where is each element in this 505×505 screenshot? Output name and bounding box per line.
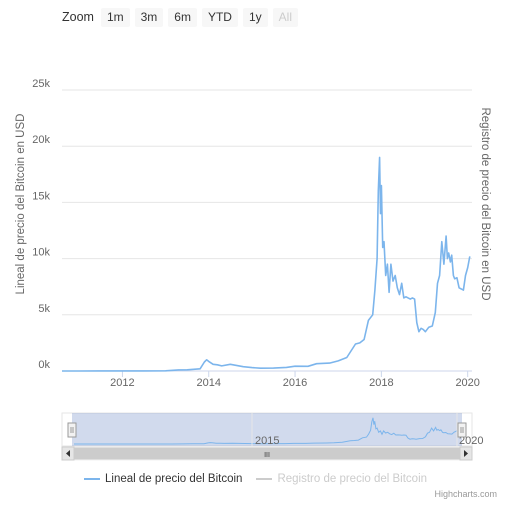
x-tick-label: 2014 bbox=[196, 377, 220, 389]
credits-link[interactable]: Highcharts.com bbox=[434, 489, 497, 499]
left-arrow-icon bbox=[66, 450, 70, 457]
scrollbar-grip: III bbox=[264, 452, 270, 459]
zoom-3m-button[interactable]: 3m bbox=[134, 7, 164, 27]
scrollbar[interactable]: III bbox=[61, 446, 473, 461]
zoom-6m-button[interactable]: 6m bbox=[168, 7, 197, 27]
x-tick-label: 2016 bbox=[283, 377, 307, 389]
y-axis-ticks: 0k 5k 10k 15k 20k 25k bbox=[32, 78, 50, 371]
legend-label-linear: Lineal de precio del Bitcoin bbox=[105, 473, 243, 485]
series-line-bitcoin-price[interactable] bbox=[62, 156, 471, 372]
scrollbar-thumb[interactable] bbox=[74, 447, 460, 460]
y-tick-label: 0k bbox=[38, 359, 50, 371]
navigator-handle-left[interactable] bbox=[67, 422, 77, 438]
series-group bbox=[62, 156, 471, 372]
navigator-series-line bbox=[74, 417, 459, 445]
y-tick-label: 10k bbox=[32, 247, 50, 259]
legend-swatch-log bbox=[256, 478, 273, 480]
legend-item-linear[interactable]: Lineal de precio del Bitcoin bbox=[84, 473, 242, 485]
gridlines bbox=[62, 89, 472, 316]
navigator-handle-right[interactable] bbox=[457, 422, 467, 438]
navigator-selection[interactable] bbox=[72, 413, 462, 446]
navigator-background bbox=[61, 412, 473, 447]
y-axis-title-left: Lineal de precio del Bitcoin en USD bbox=[15, 114, 27, 295]
zoom-1y-button[interactable]: 1y bbox=[242, 7, 268, 27]
x-tick-label: 2018 bbox=[369, 377, 393, 389]
x-tick-label: 2012 bbox=[110, 377, 134, 389]
legend-label-log: Registro de precio del Bitcoin bbox=[277, 473, 428, 485]
zoom-ytd-button[interactable]: YTD bbox=[201, 7, 238, 27]
legend-swatch-linear bbox=[84, 478, 100, 480]
x-tick-label: 2020 bbox=[455, 377, 479, 389]
y-axis-title-right: Registro de precio del Bitcoin en USD bbox=[479, 107, 491, 300]
y-tick-label: 15k bbox=[32, 190, 50, 202]
y-tick-label: 5k bbox=[38, 303, 50, 315]
zoom-label: Zoom bbox=[62, 10, 94, 24]
navigator-label-2020: 2020 bbox=[459, 435, 483, 447]
zoom-all-button[interactable]: All bbox=[272, 7, 298, 27]
navigator: 2015 2020 bbox=[61, 412, 483, 447]
navigator-label-2015: 2015 bbox=[255, 435, 279, 447]
y-tick-label: 20k bbox=[32, 134, 50, 146]
zoom-range-selector: Zoom 1m 3m 6m YTD 1y All bbox=[62, 7, 303, 27]
zoom-1m-button[interactable]: 1m bbox=[100, 7, 130, 27]
x-axis-ticks: 2012 2014 2016 2018 2020 bbox=[110, 371, 480, 389]
legend: Lineal de precio del Bitcoin Registro de… bbox=[84, 473, 441, 485]
right-arrow-icon bbox=[464, 450, 468, 457]
y-tick-label: 25k bbox=[32, 78, 50, 90]
legend-item-log[interactable]: Registro de precio del Bitcoin bbox=[256, 473, 427, 485]
